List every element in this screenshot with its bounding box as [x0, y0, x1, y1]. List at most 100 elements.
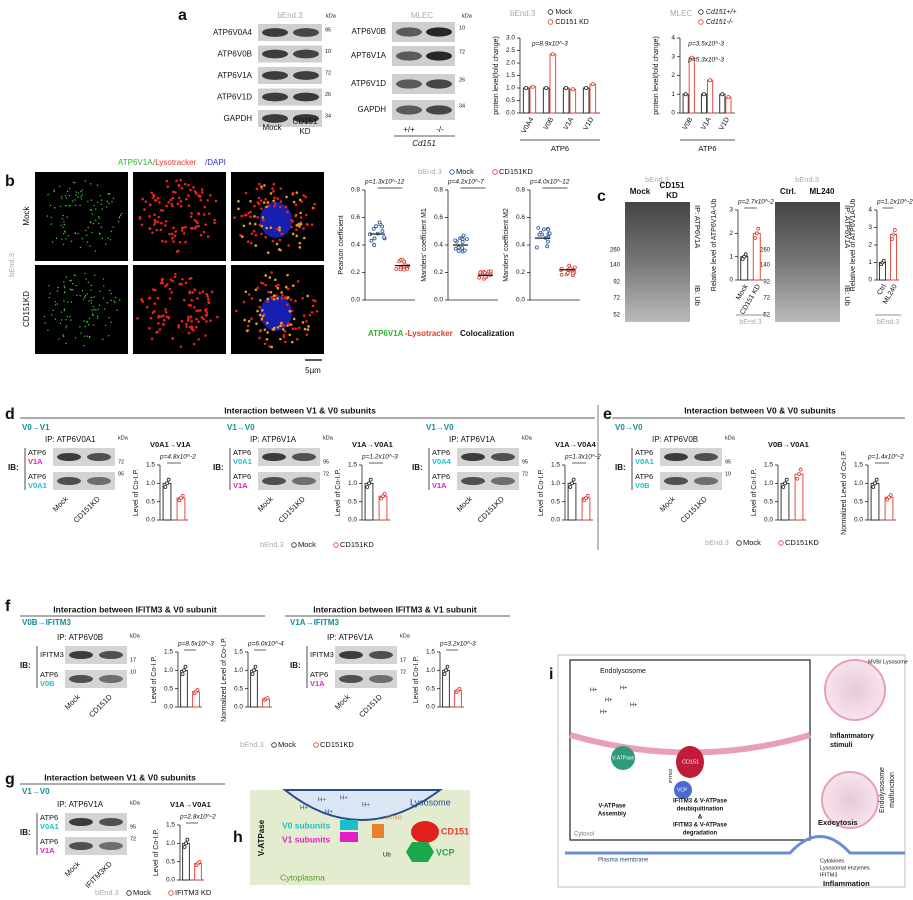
puncta [199, 233, 203, 237]
puncta [207, 212, 211, 215]
micrograph [35, 265, 128, 354]
puncta [256, 286, 260, 290]
puncta [92, 314, 94, 316]
legend-label: Cd151+/+ [706, 9, 737, 16]
y-tick-label: 0.0 [506, 110, 515, 117]
vesicle [821, 771, 879, 829]
y-tick-label: 0.5 [164, 685, 173, 692]
chart: 0.0 0.2 0.4 0.6 0.8 Manders' coefficient M1 p=… [421, 179, 498, 304]
legend-label: IFITM3 KD [175, 888, 212, 897]
puncta [87, 323, 90, 326]
size-label: 95 [118, 471, 124, 477]
puncta [206, 235, 210, 238]
puncta [65, 327, 67, 329]
puncta [65, 197, 68, 199]
y-tick-label: 1.0 [234, 667, 243, 674]
p-value: p=2.8x10^-2 [179, 814, 216, 821]
micrograph [133, 265, 226, 354]
puncta [204, 309, 207, 312]
y-tick-label: 1.0 [146, 480, 155, 487]
puncta [96, 184, 99, 186]
group-label: ATP6 [698, 144, 716, 153]
label: malfunction [889, 772, 896, 808]
y-tick-label: 1.0 [506, 85, 515, 92]
size-label: 10 [130, 669, 136, 675]
point [568, 485, 573, 489]
panel-label: b [5, 173, 15, 190]
puncta [54, 207, 56, 209]
puncta [120, 212, 123, 215]
puncta [190, 299, 194, 302]
blot-band [57, 477, 81, 485]
ip-label: IP: ATP6V0A1 [45, 435, 96, 444]
point [570, 87, 575, 92]
blot [457, 472, 519, 490]
blot [457, 448, 519, 466]
row-label: V1A [432, 481, 447, 490]
label: KD [666, 191, 678, 200]
puncta [74, 204, 77, 207]
puncta [283, 340, 287, 344]
puncta [149, 316, 153, 320]
label: CD151 [682, 759, 699, 765]
label: Lysosome [410, 797, 451, 807]
x-tick-label: Ctrl [876, 283, 888, 296]
blot-band [396, 51, 422, 61]
puncta [69, 316, 71, 318]
y-tick-label: 0.0 [854, 517, 863, 524]
y-tick-label: 0.0 [351, 297, 360, 304]
bar [688, 57, 695, 114]
point [185, 837, 190, 842]
puncta [196, 297, 199, 300]
ib-label: IB: [615, 463, 626, 472]
puncta [164, 284, 167, 288]
point [546, 227, 551, 232]
puncta [64, 195, 67, 197]
puncta [262, 201, 266, 204]
puncta [190, 212, 193, 215]
puncta [90, 284, 92, 286]
puncta [202, 213, 206, 216]
y-tick-label: 0 [868, 277, 872, 284]
puncta [280, 297, 284, 300]
puncta [89, 221, 92, 224]
kda: kDa [130, 800, 141, 806]
point [570, 481, 574, 486]
puncta [99, 290, 101, 292]
puncta [119, 214, 122, 217]
puncta [100, 203, 103, 205]
panel-label: a [178, 7, 187, 24]
puncta [249, 241, 253, 245]
blot-band [293, 49, 319, 59]
puncta [202, 230, 206, 234]
y-axis-label: Pearson coefficient [338, 215, 345, 274]
point [371, 226, 376, 231]
puncta [50, 216, 52, 219]
puncta [310, 223, 314, 226]
puncta [284, 285, 288, 289]
blot-band [664, 453, 688, 461]
label: H+ [590, 687, 597, 693]
puncta [295, 191, 299, 194]
blot-band [694, 453, 718, 461]
bar [752, 232, 761, 281]
y-tick-label: 3 [671, 53, 675, 60]
point [890, 237, 895, 241]
puncta [81, 290, 84, 292]
size-label: 72 [118, 459, 124, 465]
puncta [282, 335, 286, 339]
puncta [213, 221, 216, 225]
y-tick-label: 2.5 [506, 47, 515, 54]
puncta [294, 214, 297, 218]
v1-subunit [340, 832, 358, 842]
p-value: p=1.2x10^-3 [361, 454, 398, 461]
puncta [264, 198, 267, 201]
puncta [263, 312, 266, 316]
puncta [209, 319, 212, 322]
puncta [206, 294, 209, 298]
point [584, 86, 589, 91]
label: Mock [630, 187, 651, 196]
label: +/+ [403, 125, 415, 134]
y-tick-label: 0.0 [166, 877, 175, 884]
puncta [277, 283, 280, 287]
